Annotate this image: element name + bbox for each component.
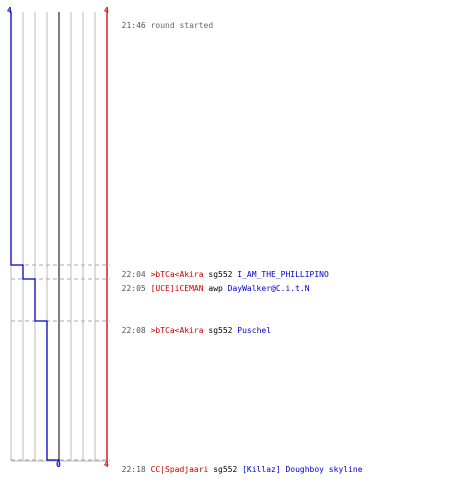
round-start-text: round started [150, 21, 214, 30]
weapon-name: awp [208, 284, 223, 293]
event-time: 22:08 [121, 326, 146, 335]
killer-name: [UCE]iCEMAN [150, 284, 204, 293]
event-time: 22:04 [121, 270, 146, 279]
kill-event-row: 22:05 [UCE]iCEMAN awp DayWalker@C.i.t.N [112, 274, 310, 294]
kill-event-row: 22:04 >bTCa<Akira sg552 I_AM_THE_PHILLIP… [112, 260, 329, 280]
team-a-end-score: 0 [56, 460, 61, 469]
round-start-row: 21:46 round started [112, 11, 214, 31]
event-time: 22:05 [121, 284, 146, 293]
team-a-score-line [10, 12, 60, 461]
victim-name: DayWalker@C.i.t.N [227, 284, 310, 293]
killer-name: CC|Spadjaari [150, 465, 209, 474]
victim-name: I_AM_THE_PHILLIPINO [237, 270, 329, 279]
team-b-start-score: 4 [104, 6, 109, 15]
kill-event-row: 22:18 CC|Spadjaari sg552 [Killaz] Doughb… [112, 455, 363, 475]
kill-event-row: 22:08 >bTCa<Akira sg552 Puschel [112, 316, 271, 336]
team-b-end-score: 4 [104, 460, 109, 469]
event-time: 22:18 [121, 465, 146, 474]
weapon-name: sg552 [208, 270, 233, 279]
timeline-grid [10, 12, 108, 462]
victim-name: Puschel [237, 326, 272, 335]
round-start-time: 21:46 [121, 21, 146, 30]
victim-name: [Killaz] Doughboy skyline [242, 465, 363, 474]
killer-name: >bTCa<Akira [150, 326, 204, 335]
killer-name: >bTCa<Akira [150, 270, 204, 279]
score-lines [10, 12, 108, 461]
weapon-name: sg552 [213, 465, 238, 474]
weapon-name: sg552 [208, 326, 233, 335]
team-a-start-score: 4 [7, 6, 12, 15]
